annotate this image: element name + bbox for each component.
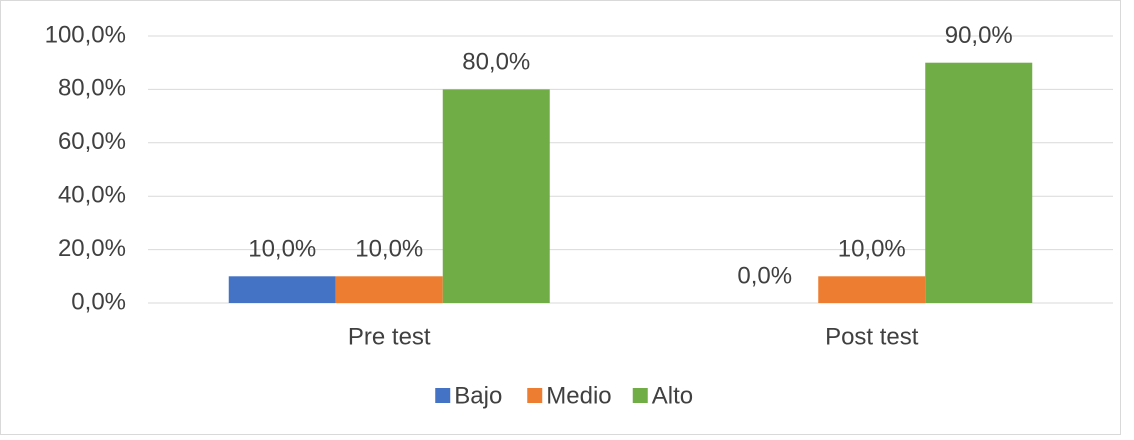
bar [335,276,443,303]
legend-label: Medio [546,382,611,409]
legend-label: Bajo [454,382,502,409]
x-tick-label: Pre test [348,323,431,350]
bar [818,276,926,303]
y-tick-label: 20,0% [58,235,126,262]
bar [925,62,1033,304]
data-label: 10,0% [838,236,906,263]
bar [442,89,550,304]
x-tick-label: Post test [825,323,919,350]
y-tick-label: 100,0% [45,21,126,48]
data-label: 10,0% [248,236,316,263]
y-tick-label: 40,0% [58,182,126,209]
legend-swatch [527,388,543,403]
data-label: 80,0% [462,49,530,76]
legend-label: Alto [652,382,693,409]
legend-swatch [632,388,648,403]
data-label: 0,0% [737,262,792,289]
legend-swatch [435,388,451,403]
data-label: 90,0% [945,22,1013,49]
y-tick-label: 0,0% [71,288,126,315]
y-tick-label: 60,0% [58,128,126,155]
y-tick-label: 80,0% [58,75,126,102]
bar [228,276,336,303]
data-label: 10,0% [355,236,423,263]
